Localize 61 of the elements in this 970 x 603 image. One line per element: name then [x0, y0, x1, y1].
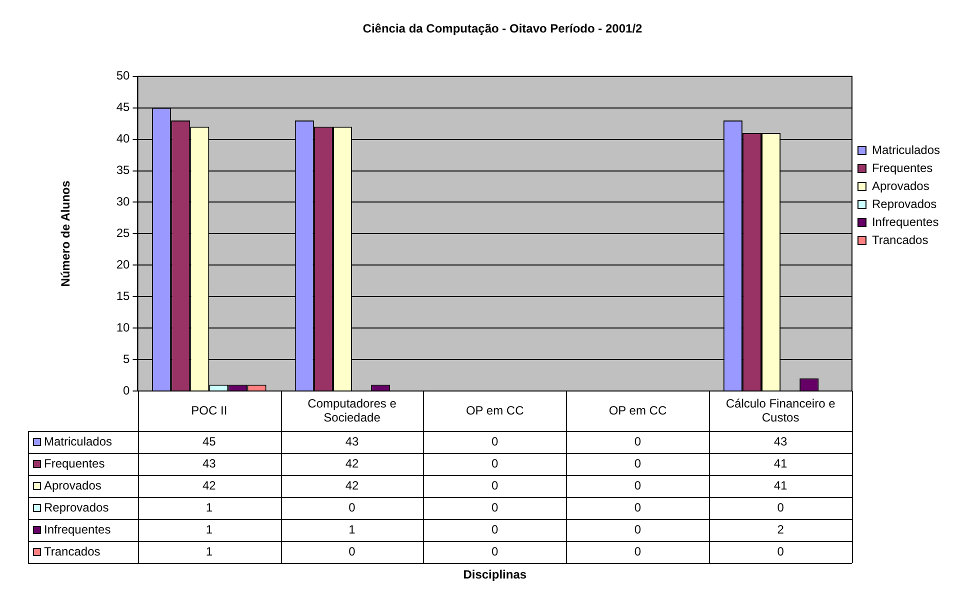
- data-label: 1: [206, 544, 213, 558]
- data-label: 0: [634, 434, 642, 448]
- data-label: 0: [634, 500, 642, 514]
- data-label: 1: [206, 500, 213, 514]
- data-label: 1: [206, 522, 213, 536]
- legend-label: Aprovados: [872, 178, 930, 193]
- data-label: 0: [492, 478, 499, 492]
- data-label: 45: [202, 434, 216, 448]
- y-tick-label: 0: [123, 383, 130, 398]
- text: Aprovados: [44, 478, 102, 492]
- legend-label: Frequentes: [44, 456, 105, 470]
- data-label: 0: [492, 434, 499, 448]
- text: Reprovados: [872, 196, 937, 211]
- y-tick-label: 50: [116, 68, 130, 83]
- data-label: 0: [634, 478, 642, 492]
- legend-label: Reprovados: [44, 500, 109, 514]
- data-label: 41: [774, 456, 788, 470]
- data-label: 41: [774, 478, 788, 492]
- data-label: 0: [777, 500, 784, 514]
- legend-label: Matriculados: [44, 434, 112, 448]
- y-tick-label: 15: [116, 288, 130, 303]
- data-label: 0: [492, 456, 499, 470]
- x-tick-label: Computadores e Sociedade: [308, 396, 397, 424]
- y-tick-label: 10: [116, 320, 130, 334]
- y-axis-title: Número de Alunos: [58, 180, 73, 287]
- data-label: 0: [634, 544, 642, 558]
- text: Infrequentes: [44, 522, 111, 536]
- data-label: 0: [492, 500, 499, 514]
- y-tick-label: 30: [116, 194, 130, 209]
- text: Disciplinas: [463, 567, 527, 582]
- y-tick-label: 40: [116, 132, 130, 146]
- data-label: 43: [345, 434, 360, 448]
- data-label: 0: [777, 544, 784, 558]
- chart-title: Ciência da Computação - Oitavo Período - 2001/2: [362, 22, 643, 36]
- x-tick-label: POC II: [191, 403, 228, 418]
- x-tick-label: Cálculo Financeiro e Custos: [726, 396, 836, 424]
- data-label: 43: [774, 434, 788, 448]
- data-label: 42: [202, 478, 216, 492]
- y-tick-label: 20: [116, 257, 130, 272]
- data-label: 0: [348, 544, 356, 558]
- data-label: 0: [492, 522, 499, 536]
- data-label: 0: [634, 522, 642, 536]
- data-label: 1: [348, 522, 356, 536]
- text: Matriculados: [872, 142, 940, 157]
- text: Trancados: [872, 232, 928, 247]
- x-tick-label: OP em CC: [608, 403, 667, 418]
- y-tick-label: 5: [123, 352, 130, 366]
- legend-label: Trancados: [44, 544, 100, 558]
- y-tick-label: 25: [116, 226, 130, 240]
- data-label: 42: [345, 478, 360, 492]
- data-label: 0: [634, 456, 642, 470]
- y-tick-label: 45: [116, 100, 130, 114]
- y-tick-label: 35: [116, 163, 130, 178]
- text: Frequentes: [872, 160, 933, 175]
- data-label: 0: [492, 544, 499, 558]
- legend-label: Infrequentes: [872, 214, 939, 229]
- data-label: 43: [202, 456, 216, 470]
- x-tick-label: OP em CC: [466, 403, 524, 418]
- data-label: 0: [348, 500, 356, 514]
- data-label: 2: [777, 522, 784, 536]
- data-label: 42: [345, 456, 360, 470]
